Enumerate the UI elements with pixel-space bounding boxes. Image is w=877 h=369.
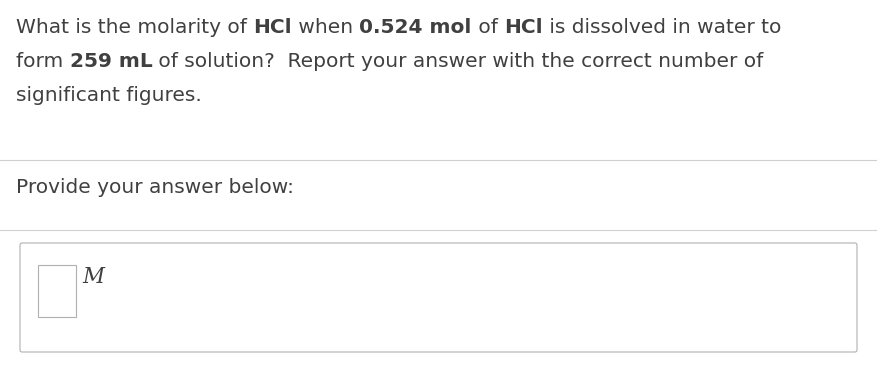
Text: significant figures.: significant figures.: [16, 86, 202, 105]
Text: What is the molarity of: What is the molarity of: [16, 18, 253, 37]
Text: M: M: [82, 266, 104, 288]
Text: HCl: HCl: [253, 18, 292, 37]
Text: 259 mL: 259 mL: [69, 52, 153, 71]
Text: of: of: [472, 18, 504, 37]
Bar: [38, 265, 76, 317]
FancyBboxPatch shape: [20, 243, 857, 352]
Text: 0.524 mol: 0.524 mol: [360, 18, 472, 37]
Text: form: form: [16, 52, 69, 71]
Text: HCl: HCl: [504, 18, 543, 37]
Text: is dissolved in water to: is dissolved in water to: [543, 18, 781, 37]
Text: when: when: [292, 18, 360, 37]
Text: Provide your answer below:: Provide your answer below:: [16, 178, 294, 197]
Text: of solution?  Report your answer with the correct number of: of solution? Report your answer with the…: [153, 52, 764, 71]
